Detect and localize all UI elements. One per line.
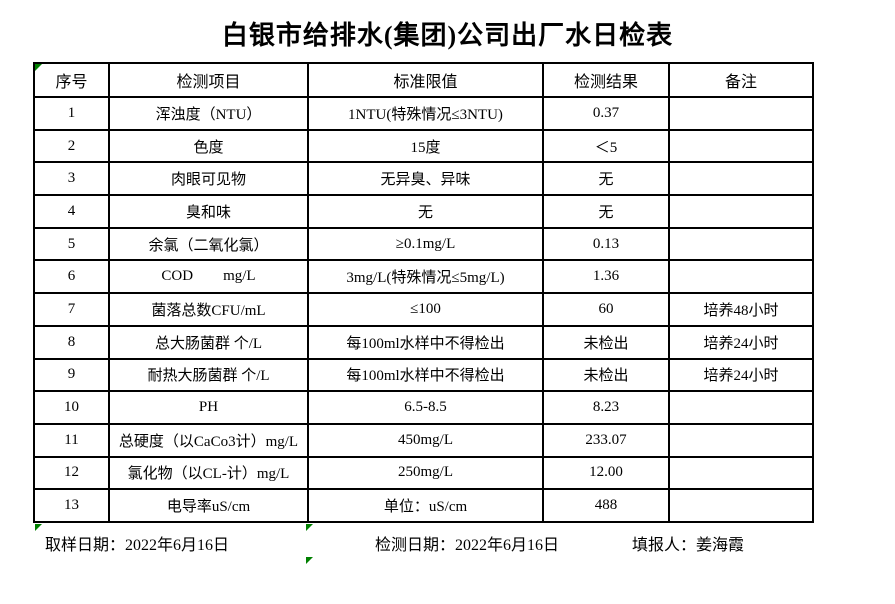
cell-serial-number: 4 <box>33 194 110 229</box>
cell-remark <box>668 128 814 164</box>
cell-serial-number: 5 <box>33 226 110 262</box>
table-row: 9 耐热大肠菌群 个/L 每100ml水样中不得检出 未检出 培养24小时 <box>33 357 814 393</box>
cell-standard-limit: 每100ml水样中不得检出 <box>307 357 544 393</box>
cell-serial-number: 11 <box>33 422 110 458</box>
table-row: 3 肉眼可见物 无异臭、异味 无 <box>33 161 814 197</box>
table-header-row: 序号 检测项目 标准限值 检测结果 备注 <box>33 62 814 98</box>
cell-remark <box>668 194 814 229</box>
cell-serial-number: 6 <box>33 259 110 295</box>
cell-flag-triangle-icon <box>306 557 313 564</box>
cell-test-item: 氯化物（以CL-计）mg/L <box>108 455 309 491</box>
table-row: 12 氯化物（以CL-计）mg/L 250mg/L 12.00 <box>33 455 814 491</box>
cell-test-item: 肉眼可见物 <box>108 161 309 197</box>
cell-serial-number: 1 <box>33 96 110 131</box>
cell-test-item: 浑浊度（NTU） <box>108 96 309 131</box>
cell-standard-limit: 450mg/L <box>307 422 544 458</box>
cell-remark <box>668 390 814 425</box>
cell-standard-limit: 6.5-8.5 <box>307 390 544 425</box>
cell-remark: 培养24小时 <box>668 324 814 360</box>
cell-flag-triangle-icon <box>35 64 42 71</box>
cell-test-result: 12.00 <box>542 455 670 491</box>
cell-remark <box>668 259 814 295</box>
test-date-text: 检测日期：2022年6月16日 <box>375 537 560 554</box>
cell-test-result: 233.07 <box>542 422 670 458</box>
cell-standard-limit: 无异臭、异味 <box>307 161 544 197</box>
col-header-result: 检测结果 <box>542 62 670 98</box>
cell-serial-number: 3 <box>33 161 110 197</box>
cell-test-result: ＜5 <box>542 128 670 164</box>
cell-test-result: 1.36 <box>542 259 670 295</box>
cell-test-result: 0.37 <box>542 96 670 131</box>
cell-serial-number: 12 <box>33 455 110 491</box>
cell-test-result: 未检出 <box>542 357 670 393</box>
cell-test-result: 0.13 <box>542 226 670 262</box>
cell-remark <box>668 96 814 131</box>
cell-test-item: 总硬度（以CaCo3计）mg/L <box>108 422 309 458</box>
reporter-text: 填报人：姜海霞 <box>632 537 745 554</box>
table-row: 1 浑浊度（NTU） 1NTU(特殊情况≤3NTU) 0.37 <box>33 96 814 131</box>
cell-flag-triangle-icon <box>35 524 42 531</box>
table-row: 8 总大肠菌群 个/L 每100ml水样中不得检出 未检出 培养24小时 <box>33 324 814 360</box>
cell-test-result: 无 <box>542 161 670 197</box>
cell-flag-triangle-icon <box>306 524 313 531</box>
cell-remark: 培养48小时 <box>668 292 814 327</box>
col-header-remark: 备注 <box>668 62 814 98</box>
col-header-limit: 标准限值 <box>307 62 544 98</box>
table-row: 5 余氯（二氧化氯） ≥0.1mg/L 0.13 <box>33 226 814 262</box>
table-row: 4 臭和味 无 无 <box>33 194 814 229</box>
cell-test-item: 臭和味 <box>108 194 309 229</box>
cell-standard-limit: 15度 <box>307 128 544 164</box>
cell-standard-limit: ≤100 <box>307 292 544 327</box>
table-row: 11 总硬度（以CaCo3计）mg/L 450mg/L 233.07 <box>33 422 814 458</box>
cell-standard-limit: 单位：uS/cm <box>307 488 544 523</box>
sample-date-text: 取样日期：2022年6月16日 <box>45 537 230 554</box>
cell-serial-number: 2 <box>33 128 110 164</box>
cell-test-item: COD mg/L <box>108 259 309 295</box>
cell-test-item: 菌落总数CFU/mL <box>108 292 309 327</box>
cell-standard-limit: 250mg/L <box>307 455 544 491</box>
cell-test-result: 60 <box>542 292 670 327</box>
cell-test-item: 色度 <box>108 128 309 164</box>
cell-test-item: PH <box>108 390 309 425</box>
cell-remark <box>668 488 814 523</box>
cell-standard-limit: 1NTU(特殊情况≤3NTU) <box>307 96 544 131</box>
cell-serial-number: 10 <box>33 390 110 425</box>
table-row: 6 COD mg/L 3mg/L(特殊情况≤5mg/L) 1.36 <box>33 259 814 295</box>
cell-test-result: 未检出 <box>542 324 670 360</box>
page-title: 白银市给排水(集团)公司出厂水日检表 <box>221 21 674 50</box>
cell-remark <box>668 226 814 262</box>
cell-standard-limit: 无 <box>307 194 544 229</box>
cell-test-result: 488 <box>542 488 670 523</box>
cell-serial-number: 9 <box>33 357 110 393</box>
col-header-item: 检测项目 <box>108 62 309 98</box>
col-header-serial: 序号 <box>33 62 110 98</box>
cell-standard-limit: 每100ml水样中不得检出 <box>307 324 544 360</box>
table-row: 10 PH 6.5-8.5 8.23 <box>33 390 814 425</box>
cell-standard-limit: ≥0.1mg/L <box>307 226 544 262</box>
cell-test-result: 无 <box>542 194 670 229</box>
cell-test-item: 耐热大肠菌群 个/L <box>108 357 309 393</box>
table-row: 2 色度 15度 ＜5 <box>33 128 814 164</box>
table-row: 7 菌落总数CFU/mL ≤100 60 培养48小时 <box>33 292 814 327</box>
cell-serial-number: 7 <box>33 292 110 327</box>
cell-serial-number: 13 <box>33 488 110 523</box>
cell-remark: 培养24小时 <box>668 357 814 393</box>
cell-test-result: 8.23 <box>542 390 670 425</box>
table-row: 13 电导率uS/cm 单位：uS/cm 488 <box>33 488 814 523</box>
cell-remark <box>668 455 814 491</box>
inspection-table: 序号 检测项目 标准限值 检测结果 备注 1 浑浊度（NTU） 1NTU(特殊情… <box>33 62 814 523</box>
cell-test-item: 电导率uS/cm <box>108 488 309 523</box>
cell-serial-number: 8 <box>33 324 110 360</box>
cell-standard-limit: 3mg/L(特殊情况≤5mg/L) <box>307 259 544 295</box>
cell-test-item: 余氯（二氧化氯） <box>108 226 309 262</box>
cell-remark <box>668 422 814 458</box>
cell-test-item: 总大肠菌群 个/L <box>108 324 309 360</box>
cell-remark <box>668 161 814 197</box>
